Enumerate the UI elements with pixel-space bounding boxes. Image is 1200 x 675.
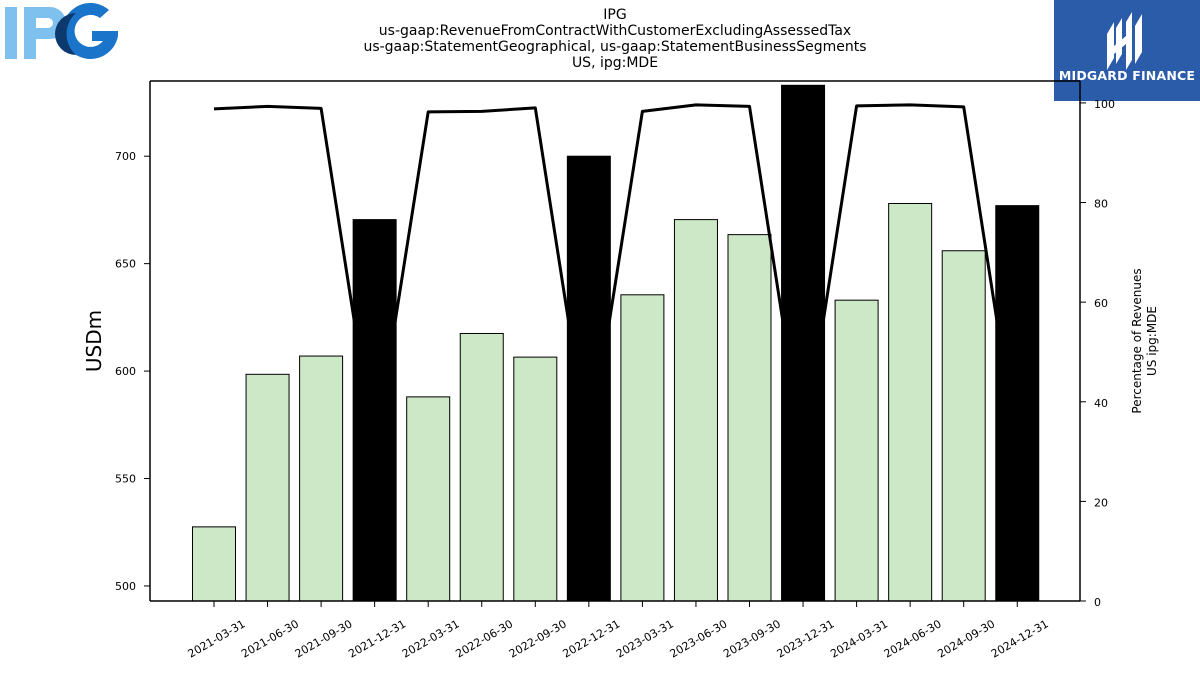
y-axis-label: USDm	[82, 310, 106, 372]
x-tick-label: 2023-06-30	[668, 617, 730, 660]
bar-2021-03-31	[192, 526, 236, 602]
left-tick-label: 550	[115, 473, 136, 486]
right-tick-label: 40	[1094, 397, 1108, 410]
left-tick-label: 700	[115, 150, 136, 163]
x-tick-label: 2023-03-31	[614, 617, 676, 660]
title-line: IPG	[603, 7, 627, 23]
y2-axis-label: US ipg:MDE	[1145, 306, 1159, 376]
right-tick-label: 0	[1094, 596, 1101, 609]
x-tick-label: 2023-12-31	[775, 617, 837, 660]
bar-2022-09-30	[513, 356, 558, 602]
bar-2023-12-31	[781, 84, 826, 602]
x-tick-label: 2021-12-31	[346, 617, 408, 660]
bar-series	[192, 84, 1040, 602]
percentage-line-series	[213, 103, 1019, 454]
left-tick-label: 600	[115, 365, 136, 378]
bar-2021-12-31	[352, 219, 397, 602]
bar-2022-12-31	[566, 155, 611, 602]
percentage-line	[213, 103, 1019, 454]
right-tick-label: 20	[1094, 496, 1108, 509]
title-line: us-gaap:StatementGeographical, us-gaap:S…	[363, 39, 867, 55]
right-tick-label: 80	[1094, 198, 1108, 211]
x-tick-label: 2021-09-30	[293, 617, 355, 660]
right-tick-label: 100	[1094, 98, 1115, 111]
x-tick-label: 2022-09-30	[507, 617, 569, 660]
x-axis-ticks: 2021-03-312021-06-302021-09-302021-12-31…	[186, 601, 1051, 661]
x-tick-label: 2024-06-30	[882, 617, 944, 660]
bar-2023-09-30	[727, 234, 772, 602]
midgard-finance-label: MIDGARD FINANCE	[1058, 68, 1196, 83]
bar-2024-12-31	[995, 205, 1040, 602]
x-tick-label: 2021-06-30	[239, 617, 301, 660]
bar-2024-06-30	[888, 202, 933, 602]
title-line: us-gaap:RevenueFromContractWithCustomerE…	[378, 23, 852, 39]
right-tick-label: 60	[1094, 297, 1108, 310]
x-tick-label: 2024-03-31	[828, 617, 890, 660]
left-tick-label: 650	[115, 258, 136, 271]
y2-axis-label: Percentage of Revenues	[1130, 268, 1144, 413]
left-tick-label: 500	[115, 580, 136, 593]
midgard-finance-logo: MIDGARD FINANCE	[1054, 0, 1200, 101]
x-tick-label: 2022-06-30	[453, 617, 515, 660]
bar-2022-06-30	[459, 332, 504, 602]
bar-2024-03-31	[834, 299, 879, 602]
bar-2022-03-31	[406, 396, 451, 602]
bar-2021-06-30	[245, 373, 290, 602]
x-tick-label: 2024-09-30	[935, 617, 997, 660]
x-tick-label: 2024-12-31	[989, 617, 1051, 660]
axes	[149, 80, 1081, 602]
bar-2023-03-31	[620, 294, 665, 602]
bar-2021-09-30	[299, 355, 344, 602]
left-y-axis-ticks: 500 550 600 650 700	[115, 150, 150, 593]
chart-title: IPG us-gaap:RevenueFromContractWithCusto…	[250, 7, 980, 71]
title-line: US, ipg:MDE	[571, 55, 659, 71]
x-tick-label: 2021-03-31	[186, 617, 248, 660]
bar-2023-06-30	[673, 219, 718, 602]
bar-2024-09-30	[941, 250, 986, 602]
x-tick-label: 2022-03-31	[400, 617, 462, 660]
x-tick-label: 2023-09-30	[721, 617, 783, 660]
right-y-axis-ticks: 0 20 40 60 80 100	[1080, 98, 1115, 609]
x-tick-label: 2022-12-31	[560, 617, 622, 660]
ipg-logo	[5, 2, 118, 59]
